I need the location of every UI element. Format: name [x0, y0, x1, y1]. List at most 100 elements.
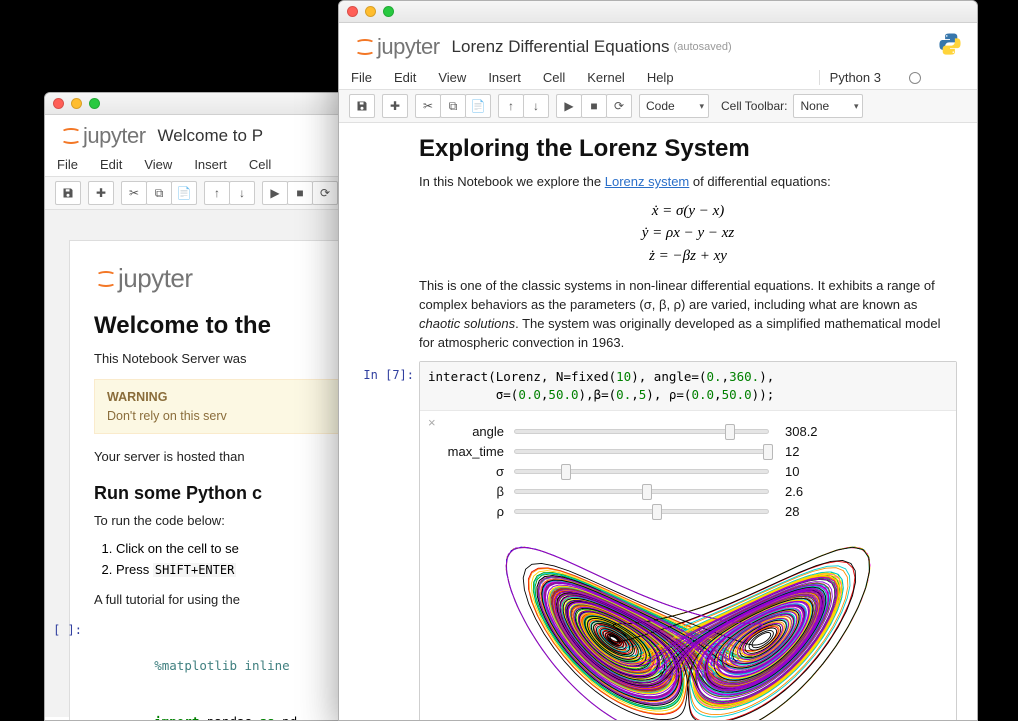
paste-button[interactable]: 📄 [171, 181, 197, 205]
zoom-dot-icon[interactable] [89, 98, 100, 109]
slider-label: max_time [432, 444, 504, 459]
run-button[interactable]: ▶ [262, 181, 288, 205]
copy-button[interactable]: ⧉ [146, 181, 172, 205]
autosave-status: (autosaved) [674, 41, 732, 53]
slider-row-β: β 2.6 [432, 484, 944, 499]
menu-cell[interactable]: Cell [543, 70, 565, 85]
cut-button[interactable]: ✂ [121, 181, 147, 205]
menu-file[interactable]: File [57, 157, 78, 172]
menu-view[interactable]: View [438, 70, 466, 85]
stop-button[interactable]: ■ [581, 94, 607, 118]
cell-toolbar-label: Cell Toolbar: [721, 99, 787, 113]
slider-label: β [432, 484, 504, 499]
jupyter-orb-icon [59, 126, 79, 146]
restart-button[interactable]: ⟳ [312, 181, 338, 205]
slider-track[interactable] [514, 509, 769, 514]
save-button[interactable] [349, 94, 375, 118]
slider-value: 28 [785, 504, 799, 519]
copy-button[interactable]: ⧉ [440, 94, 466, 118]
zoom-dot-icon[interactable] [383, 6, 394, 17]
close-output-icon[interactable]: × [428, 415, 436, 430]
move-down-button[interactable]: ↓ [523, 94, 549, 118]
slider-thumb-icon[interactable] [725, 424, 735, 440]
minimize-dot-icon[interactable] [71, 98, 82, 109]
jupyter-orb-icon [353, 37, 373, 57]
menu-help[interactable]: Help [647, 70, 674, 85]
run-button[interactable]: ▶ [556, 94, 582, 118]
equations: ẋ = σ(y − x) ẏ = ρx − y − xz ż = −βz + x… [419, 200, 957, 268]
slider-thumb-icon[interactable] [561, 464, 571, 480]
prompt: In [7]: [352, 368, 414, 382]
slider-track[interactable] [514, 489, 769, 494]
eq2: ẏ = ρx − y − xz [419, 222, 957, 245]
menu-insert[interactable]: Insert [194, 157, 227, 172]
slider-thumb-icon[interactable] [642, 484, 652, 500]
fg-titlebar [339, 1, 977, 23]
jupyter-orb-icon [94, 269, 114, 289]
add-cell-button[interactable]: ✚ [88, 181, 114, 205]
lorenz-plot [432, 539, 944, 721]
close-dot-icon[interactable] [347, 6, 358, 17]
traffic-lights [347, 6, 394, 17]
eq3: ż = −βz + xy [419, 245, 957, 268]
kbd-shortcut: SHIFT+ENTER [153, 563, 236, 577]
slider-track[interactable] [514, 469, 769, 474]
slider-value: 308.2 [785, 424, 818, 439]
kernel-name: Python 3 [830, 70, 881, 85]
slider-value: 2.6 [785, 484, 803, 499]
code-cell[interactable]: In [7]: interact(Lorenz, N=fixed(10), an… [419, 361, 957, 721]
eq1: ẋ = σ(y − x) [419, 200, 957, 223]
slider-track[interactable] [514, 449, 769, 454]
cut-button[interactable]: ✂ [415, 94, 441, 118]
add-cell-button[interactable]: ✚ [382, 94, 408, 118]
slider-value: 10 [785, 464, 799, 479]
menu-insert[interactable]: Insert [488, 70, 521, 85]
move-up-button[interactable]: ↑ [498, 94, 524, 118]
para2: This is one of the classic systems in no… [419, 277, 957, 352]
kernel-indicator[interactable]: Python 3 [819, 70, 943, 85]
jupyter-wordmark: jupyter [83, 123, 146, 149]
jupyter-logo: jupyter [59, 123, 146, 149]
fg-header: jupyter Lorenz Differential Equations (a… [339, 23, 977, 66]
intro-para: In this Notebook we explore the Lorenz s… [419, 173, 957, 192]
slider-thumb-icon[interactable] [652, 504, 662, 520]
notebook-title[interactable]: Lorenz Differential Equations [452, 37, 670, 57]
lorenz-link[interactable]: Lorenz system [605, 174, 690, 189]
move-up-button[interactable]: ↑ [204, 181, 230, 205]
paste-button[interactable]: 📄 [465, 94, 491, 118]
warning-text: Don't rely on this serv [107, 409, 227, 423]
slider-label: ρ [432, 504, 504, 519]
slider-thumb-icon[interactable] [763, 444, 773, 460]
slider-track[interactable] [514, 429, 769, 434]
menu-file[interactable]: File [351, 70, 372, 85]
notebook-title[interactable]: Welcome to P [158, 126, 264, 146]
save-button[interactable] [55, 181, 81, 205]
fg-toolbar: ✚ ✂ ⧉ 📄 ↑ ↓ ▶ ■ ⟳ Code Cell Toolbar: Non… [339, 90, 977, 123]
kernel-status-icon [909, 72, 921, 84]
slider-label: angle [432, 424, 504, 439]
fg-menubar: File Edit View Insert Cell Kernel Help Python 3 [339, 66, 977, 90]
slider-row-σ: σ10 [432, 464, 944, 479]
slider-row-max_time: max_time 12 [432, 444, 944, 459]
move-down-button[interactable]: ↓ [229, 181, 255, 205]
minimize-dot-icon[interactable] [365, 6, 376, 17]
slider-value: 12 [785, 444, 799, 459]
menu-cell[interactable]: Cell [249, 157, 271, 172]
menu-edit[interactable]: Edit [394, 70, 416, 85]
cell-type-select[interactable]: Code [639, 94, 709, 118]
warning-title: WARNING [107, 390, 167, 404]
cell-toolbar-select[interactable]: None [793, 94, 863, 118]
jupyter-wordmark: jupyter [377, 34, 440, 60]
python-logo-icon [937, 31, 963, 62]
stop-button[interactable]: ■ [287, 181, 313, 205]
code-input[interactable]: interact(Lorenz, N=fixed(10), angle=(0.,… [420, 362, 956, 411]
menu-edit[interactable]: Edit [100, 157, 122, 172]
close-dot-icon[interactable] [53, 98, 64, 109]
menu-kernel[interactable]: Kernel [587, 70, 625, 85]
menu-view[interactable]: View [144, 157, 172, 172]
restart-button[interactable]: ⟳ [606, 94, 632, 118]
interact-output: × angle 308.2 max_time 12 σ10 β 2.6 ρ 28 [420, 411, 956, 721]
fg-content: Exploring the Lorenz System In this Note… [339, 123, 977, 721]
prompt: In [ ]: [44, 621, 82, 639]
content-h1: Exploring the Lorenz System [419, 135, 957, 163]
